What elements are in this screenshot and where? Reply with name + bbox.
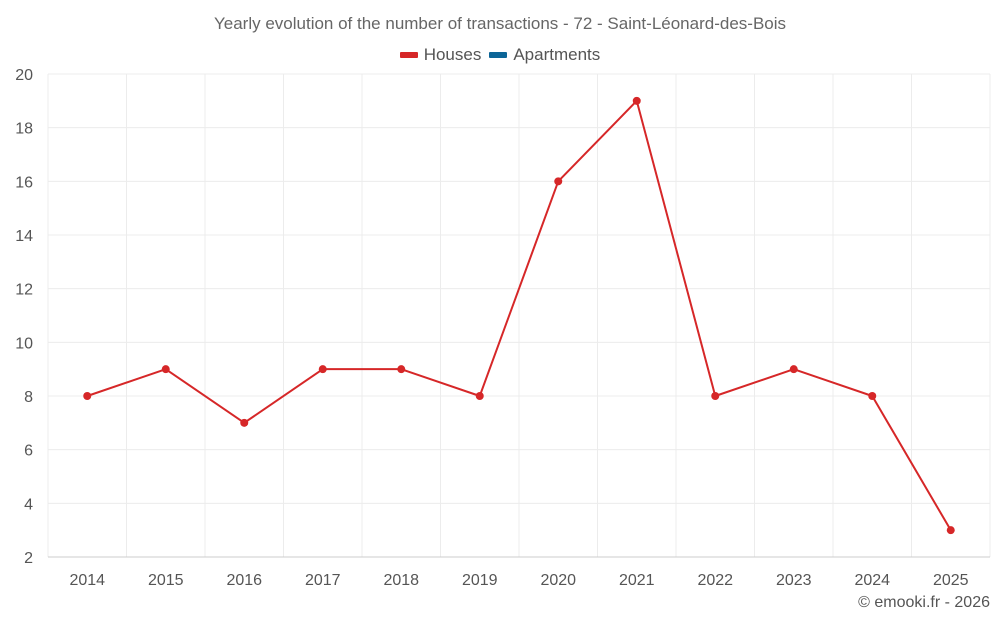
chart-title: Yearly evolution of the number of transa…: [213, 14, 787, 33]
y-tick-label-16: 16: [15, 174, 33, 191]
data-point-houses-2017: [318, 365, 327, 374]
legend-item-houses[interactable]: Houses: [399, 45, 482, 65]
credit-text: © emooki.fr - 2026: [858, 594, 990, 611]
x-tick-label-2021: 2021: [619, 572, 655, 589]
y-tick-label-14: 14: [15, 228, 33, 245]
x-tick-label-2015: 2015: [148, 572, 184, 589]
data-point-houses-2019: [475, 392, 484, 400]
data-point-houses-2021: [632, 96, 641, 105]
x-axis-ticks: 2014 2015 2016 2017 2018 2019 2020 2021 2022 2023…: [69, 572, 968, 589]
data-point-houses-2025: [946, 526, 955, 535]
data-point-houses-2023: [789, 365, 798, 374]
legend-swatch-houses: [399, 52, 418, 58]
grid-lines: [47, 73, 991, 557]
y-tick-label-20: 20: [15, 67, 33, 84]
chart-legend: Houses Apartments: [0, 45, 1000, 65]
x-tick-label-2018: 2018: [383, 572, 419, 589]
legend-item-apartments[interactable]: Apartments: [489, 45, 600, 65]
legend-label-apartments: Apartments: [513, 45, 601, 64]
y-tick-label-8: 8: [24, 389, 33, 406]
x-tick-label-2016: 2016: [226, 572, 262, 589]
data-point-houses-2016: [240, 418, 249, 427]
y-tick-label-12: 12: [15, 282, 33, 299]
legend-swatch-apartments: [489, 52, 508, 58]
x-tick-label-2023: 2023: [776, 572, 812, 589]
series-layer: [83, 96, 955, 535]
x-tick-label-2020: 2020: [540, 572, 576, 589]
data-point-houses-2014: [83, 392, 92, 400]
y-tick-label-18: 18: [15, 121, 33, 138]
y-tick-label-10: 10: [15, 335, 33, 352]
data-point-houses-2015: [161, 365, 170, 374]
x-tick-label-2022: 2022: [697, 572, 733, 589]
data-point-houses-2024: [868, 392, 877, 400]
series-line-houses: [86, 99, 952, 531]
y-tick-label-2: 2: [24, 550, 33, 567]
y-axis-ticks: 2 4 6 8 10 12 14 16 18 20: [15, 67, 33, 567]
y-tick-label-4: 4: [24, 496, 33, 513]
x-tick-label-2014: 2014: [69, 572, 105, 589]
data-point-houses-2020: [554, 177, 563, 186]
x-tick-label-2024: 2024: [854, 572, 890, 589]
x-tick-label-2019: 2019: [462, 572, 498, 589]
x-tick-label-2025: 2025: [933, 572, 969, 589]
x-tick-label-2017: 2017: [305, 572, 341, 589]
legend-label-houses: Houses: [423, 45, 482, 64]
y-tick-label-6: 6: [24, 443, 33, 460]
data-point-houses-2018: [397, 365, 406, 374]
data-point-houses-2022: [711, 392, 720, 400]
